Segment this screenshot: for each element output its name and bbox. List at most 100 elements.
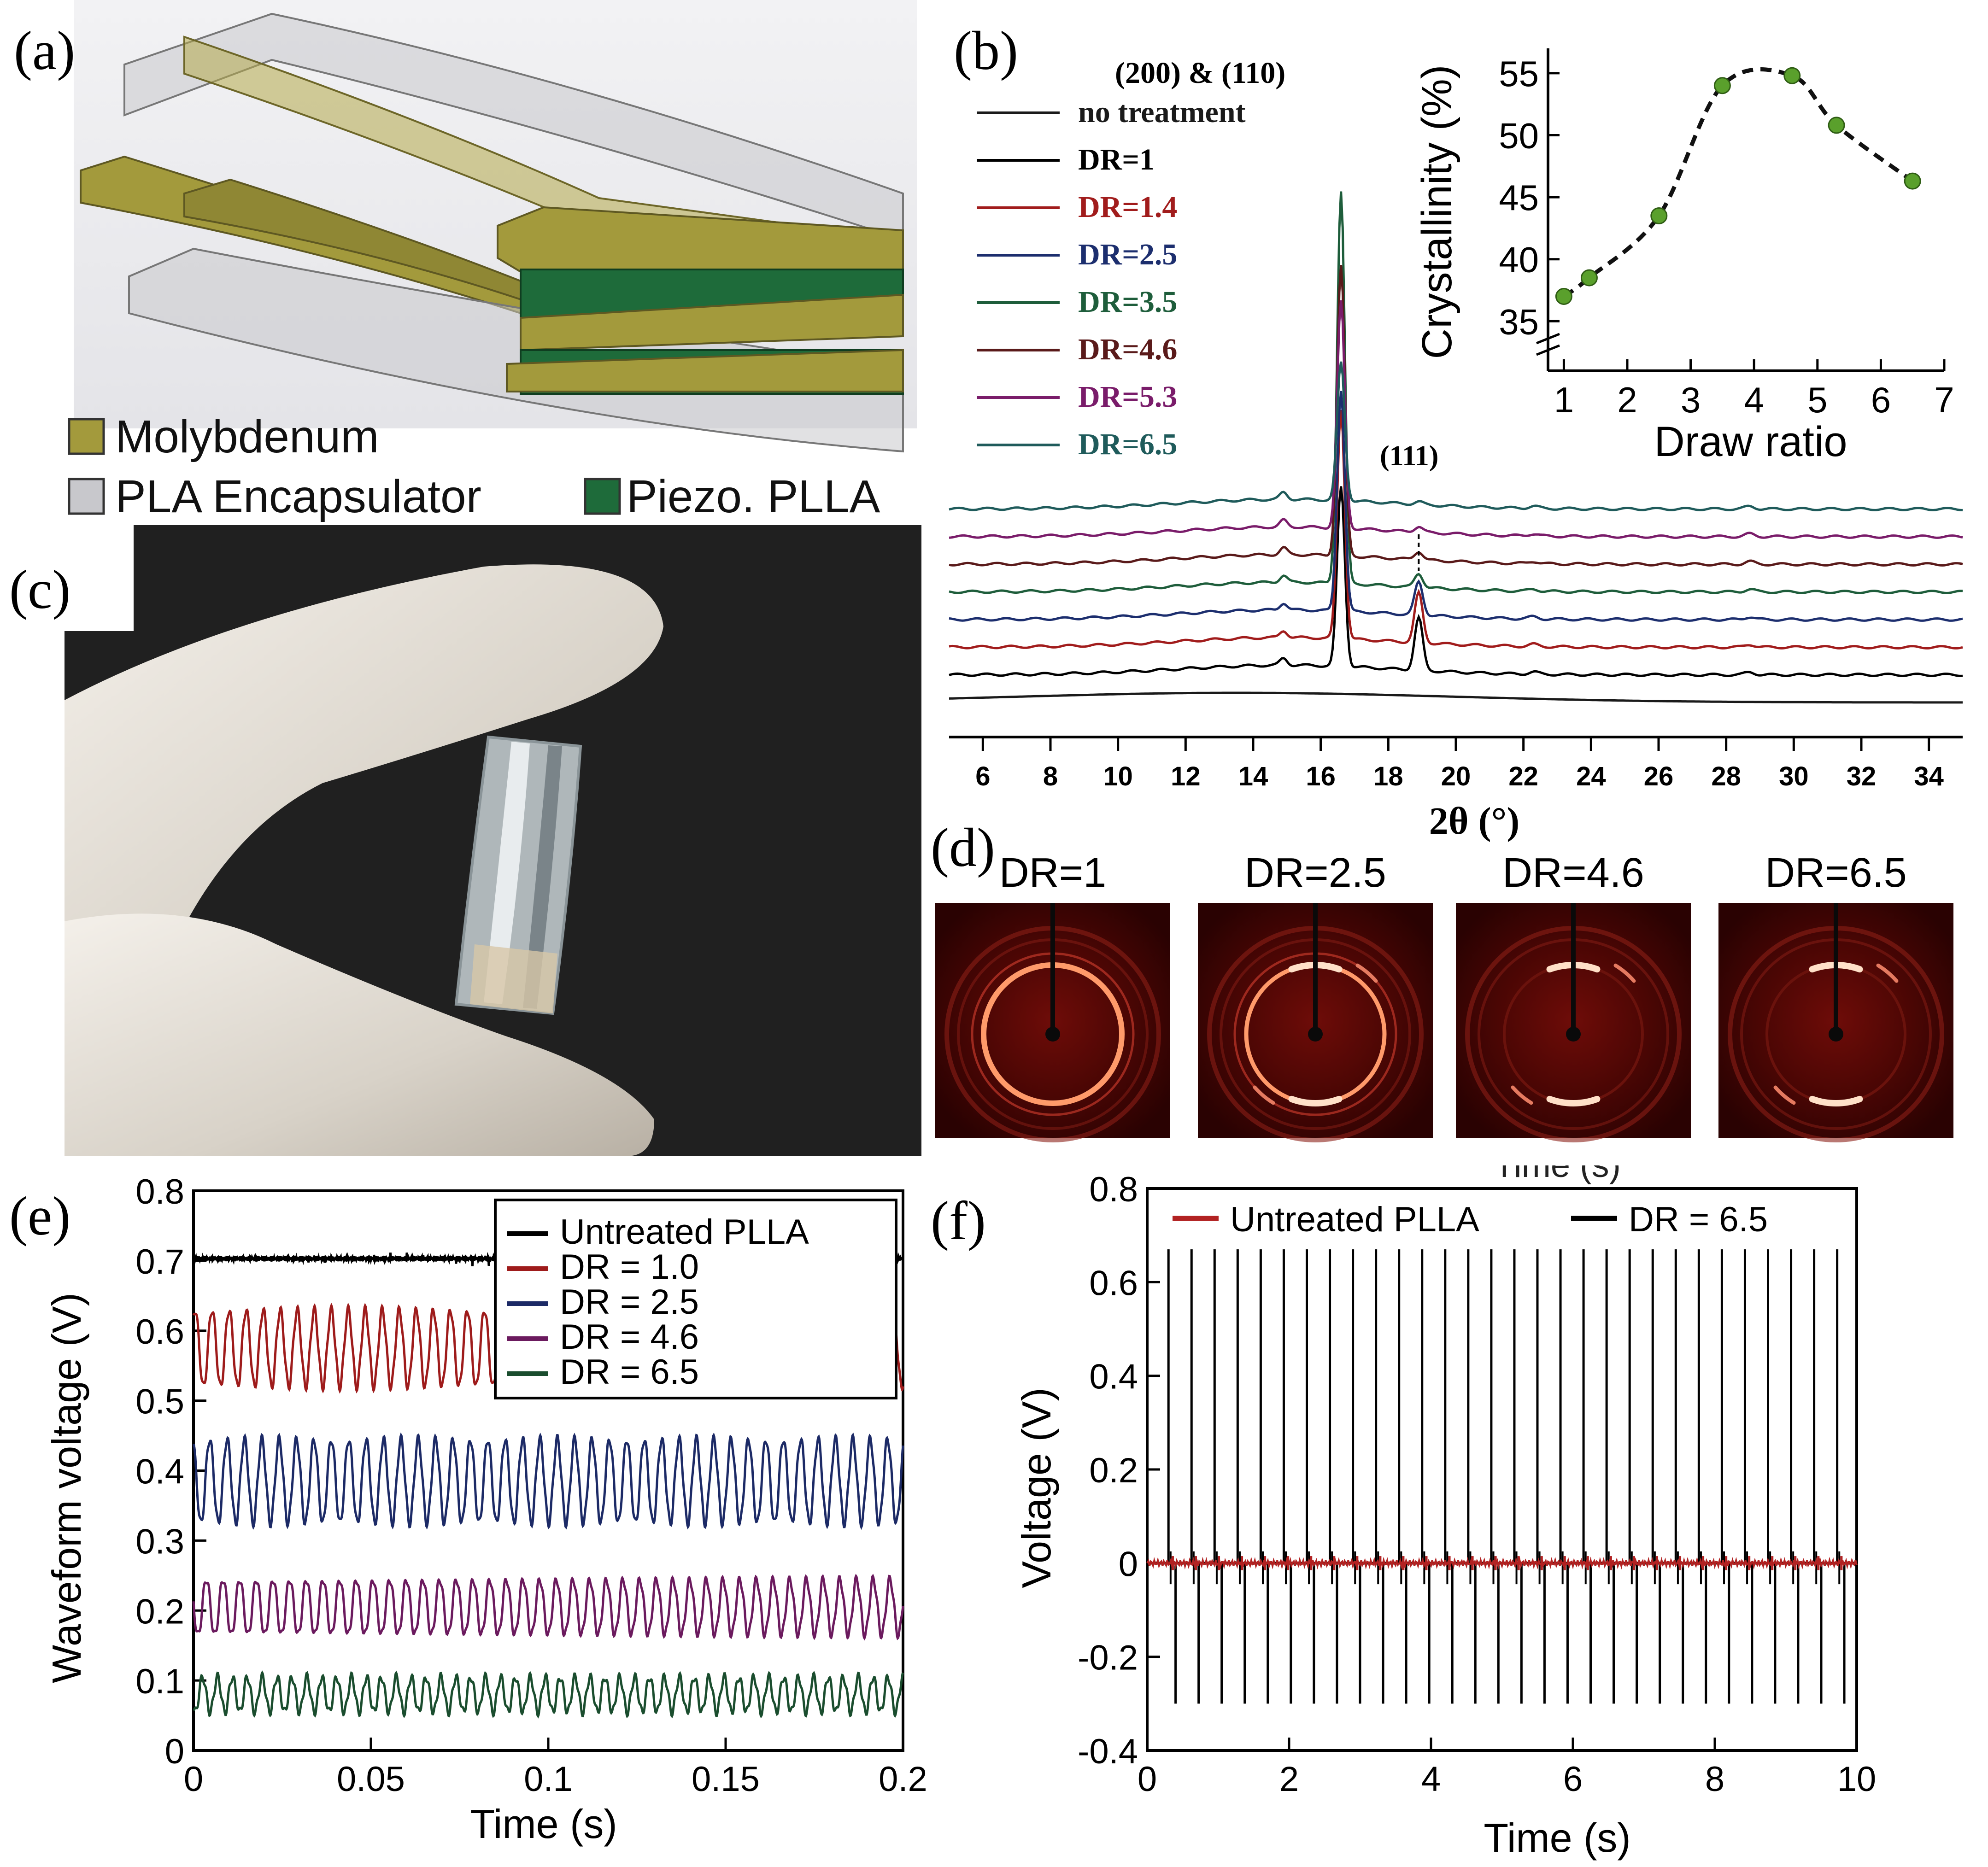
- inset-y-tick-label: 40: [1499, 240, 1539, 280]
- legend-label-DR=5.3: DR=5.3: [1078, 380, 1177, 414]
- beam-stop: [1566, 1027, 1581, 1042]
- waxd-arc-bottom: [1288, 1095, 1343, 1106]
- inset-y-axis-title: Crystallinity (%): [1413, 65, 1460, 359]
- panel-c-label-box: [0, 525, 134, 631]
- peak-annotation-200-110: (200) & (110): [1115, 56, 1285, 90]
- xrd-trace-DR=5.3: [949, 300, 1963, 539]
- e-y-tick-label: 0.2: [135, 1592, 184, 1631]
- panel-b: (b) (200) & (110) (111) no treatment DR=1…: [949, 20, 1963, 843]
- xrd-x-tick-label: 28: [1711, 761, 1741, 791]
- legend-label-DR=2.5: DR=2.5: [1078, 238, 1177, 271]
- inset-point-dr-6.5: [1904, 172, 1921, 190]
- panel-d: (d) DR=1 DR=2.5 DR=4.6 DR=6.5: [931, 817, 1953, 1142]
- xrd-trace-DR=3.5: [949, 191, 1963, 594]
- waxd-arc-side: [1613, 963, 1636, 983]
- sample-highlight-left: [484, 742, 530, 1004]
- f-x-tick-label: 4: [1421, 1760, 1441, 1799]
- inset-y-tick-label: 50: [1499, 115, 1539, 156]
- legend-label-pla: PLA Encapsulator: [115, 471, 481, 522]
- inset-point-dr-4.6: [1783, 67, 1801, 84]
- inset-x-tick-label: 3: [1681, 380, 1701, 420]
- inset-y-tick-label: 55: [1499, 53, 1539, 94]
- e-y-tick-label: 0.6: [135, 1312, 184, 1352]
- xrd-x-tick-label: 26: [1644, 761, 1674, 791]
- f-y-tick-label: 0.2: [1089, 1451, 1138, 1490]
- panel-d-label: (d): [931, 817, 995, 878]
- xrd-x-tick-label: 30: [1779, 761, 1809, 791]
- e-x-axis-title: Time (s): [470, 1801, 617, 1847]
- panel-e: (e) 0 0.1 0.2 0.3 0.4 0.5 0.6 0.7 0.8 0 0.05 0.1 0.1…: [9, 1172, 927, 1847]
- xrd-legend: no treatment DR=1 DR=1.4 DR=2.5 DR=3.5 DR=4.6…: [977, 95, 1246, 461]
- legend-label-piezo: Piezo. PLLA: [627, 471, 880, 522]
- waxd-title-DR=2.5: DR=2.5: [1244, 850, 1386, 896]
- f-y-tick-label: -0.2: [1078, 1639, 1138, 1678]
- legend-label-DR=6.5: DR=6.5: [1078, 427, 1177, 461]
- xrd-x-tick-label: 8: [1043, 761, 1058, 791]
- glove-index-finger: [65, 564, 663, 1013]
- e-x-tick-label: 0.2: [879, 1760, 927, 1799]
- f-x-tick-label: 6: [1563, 1760, 1583, 1799]
- e-x-tick-label: 0.15: [692, 1760, 760, 1799]
- inset-y-tick-label: 45: [1499, 177, 1539, 218]
- waxd-arc-bottom: [1546, 1095, 1601, 1106]
- inset-point-dr-5.3: [1828, 117, 1845, 134]
- f-y-tick-label: 0: [1119, 1545, 1138, 1584]
- e-legend-label-Untreated PLLA: Untreated PLLA: [560, 1212, 809, 1252]
- legend-label-no treatment: no treatment: [1078, 95, 1246, 129]
- e-y-tick-label: 0.8: [135, 1172, 184, 1212]
- f-y-tick-label: 0.8: [1089, 1170, 1138, 1209]
- xrd-trace-no treatment: [949, 691, 1963, 704]
- f-x-axis-title: Time (s): [1484, 1815, 1630, 1861]
- panel-a: (a) Molybdenum PLA Encapsulator: [14, 0, 917, 522]
- legend-swatch-piezo: [584, 478, 621, 515]
- legend-label-molybdenum: Molybdenum: [115, 411, 379, 462]
- e-legend-label-DR = 6.5: DR = 6.5: [560, 1352, 699, 1392]
- xrd-x-tick-label: 12: [1171, 761, 1201, 791]
- inset-point-dr-1: [1555, 287, 1572, 305]
- panel-f: (f) Time (s) -0.4 -0.2 0 0.2 0.4 0.6 0.8 0 2 4 6 8 1…: [931, 1142, 1876, 1861]
- f-x-tick-label: 0: [1138, 1760, 1157, 1799]
- f-legend-label-Untreated PLLA: Untreated PLLA: [1230, 1200, 1479, 1239]
- xrd-traces: [949, 191, 1963, 704]
- xrd-x-tick-label: 16: [1306, 761, 1336, 791]
- legend-label-DR=1.4: DR=1.4: [1078, 190, 1177, 224]
- e-x-tick-label: 0.05: [337, 1760, 405, 1799]
- xrd-trace-DR=6.5: [949, 361, 1963, 511]
- e-y-tick-label: 0: [165, 1732, 184, 1771]
- gloved-hand-photo: [65, 564, 663, 1156]
- panel-a-legend: Molybdenum PLA Encapsulator Piezo. PLLA: [68, 411, 880, 522]
- waxd-title-DR=6.5: DR=6.5: [1765, 850, 1907, 896]
- e-y-tick-label: 0.5: [135, 1382, 184, 1422]
- f-plot-frame: [1146, 1187, 1858, 1752]
- e-x-tick-label: 0.1: [524, 1760, 573, 1799]
- sample-bottom: [470, 944, 557, 1013]
- xrd-x-tick-label: 6: [975, 761, 990, 791]
- e-y-axis-title: Waveform voltage (V): [44, 1293, 89, 1683]
- f-y-tick-label: 0.6: [1089, 1264, 1138, 1303]
- inset-fit-curve: [1562, 67, 1914, 298]
- xrd-x-tick-label: 34: [1914, 761, 1944, 791]
- e-legend-label-DR = 4.6: DR = 4.6: [560, 1317, 699, 1357]
- legend-label-DR=4.6: DR=4.6: [1078, 333, 1177, 366]
- xrd-x-tick-label: 18: [1373, 761, 1403, 791]
- clip-mask: [1382, 1142, 1751, 1165]
- waxd-arc-side: [1511, 1085, 1533, 1105]
- panel-a-label: (a): [14, 20, 75, 81]
- e-legend-box: [494, 1199, 897, 1399]
- f-x-tick-label: 2: [1279, 1760, 1299, 1799]
- waxd-arc-bottom: [1809, 1095, 1863, 1106]
- xrd-x-tick-label: 10: [1103, 761, 1133, 791]
- xrd-x-axis: 6 8 10 12 14 16 18 20 22 24 26 28 30 32 34: [949, 534, 1963, 791]
- xrd-x-tick-label: 14: [1238, 761, 1268, 791]
- inset-point-dr-2.5: [1650, 207, 1668, 224]
- waxd-arc-side: [1253, 1085, 1275, 1105]
- inset-x-tick-label: 5: [1807, 380, 1827, 420]
- f-x-tick-label: 8: [1705, 1760, 1724, 1799]
- xrd-x-tick-label: 32: [1847, 761, 1877, 791]
- e-trace-DR = 6.5: [193, 1670, 904, 1719]
- inset-x-tick-label: 4: [1744, 380, 1764, 420]
- xrd-x-axis-title: 2θ (°): [1429, 800, 1519, 843]
